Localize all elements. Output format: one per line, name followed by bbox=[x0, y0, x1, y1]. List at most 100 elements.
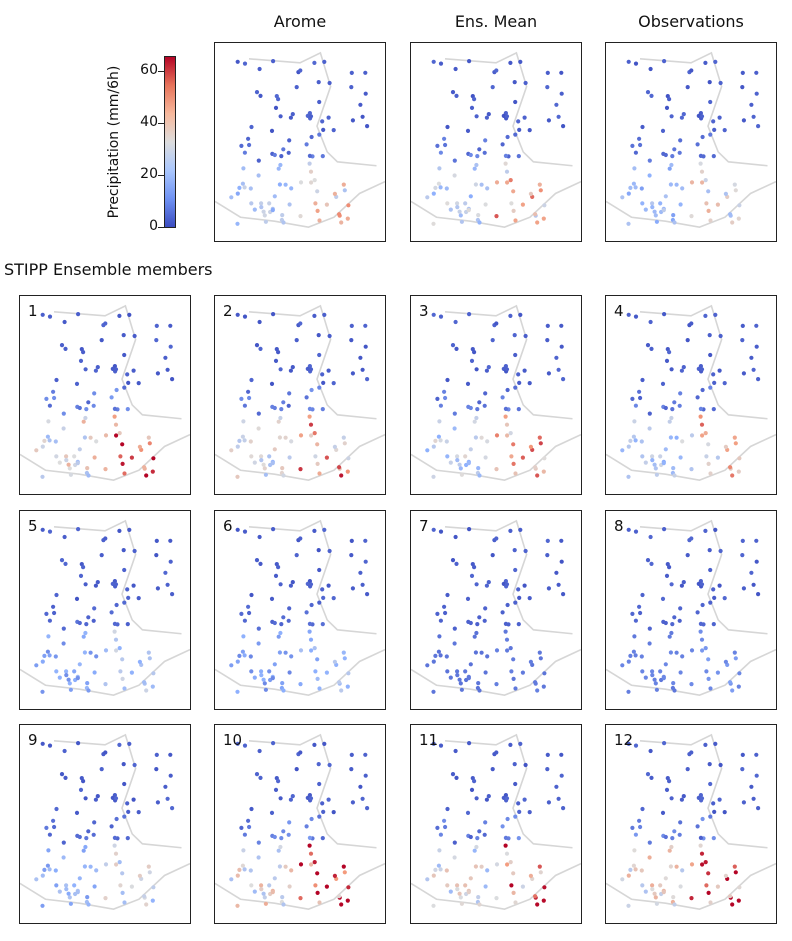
station-point bbox=[78, 358, 84, 363]
station-point bbox=[51, 389, 56, 394]
station-point bbox=[477, 473, 482, 478]
station-point bbox=[438, 61, 444, 66]
station-point bbox=[54, 669, 59, 674]
station-point bbox=[349, 85, 354, 90]
station-point bbox=[494, 433, 500, 438]
station-map bbox=[606, 733, 776, 910]
station-point bbox=[229, 877, 234, 882]
station-point bbox=[645, 772, 651, 777]
station-point bbox=[538, 870, 543, 875]
station-point bbox=[545, 70, 550, 75]
station-point bbox=[479, 864, 484, 869]
station-point bbox=[754, 323, 759, 328]
station-point bbox=[466, 890, 471, 895]
station-point bbox=[286, 618, 291, 623]
station-point bbox=[500, 142, 505, 147]
station-point bbox=[150, 469, 155, 474]
station-point bbox=[633, 653, 638, 658]
station-point bbox=[313, 669, 318, 674]
station-point bbox=[518, 59, 523, 64]
station-point bbox=[541, 469, 546, 474]
station-point bbox=[350, 118, 355, 123]
station-point bbox=[339, 473, 344, 478]
station-point bbox=[662, 312, 667, 317]
station-point bbox=[450, 772, 456, 777]
station-point bbox=[74, 381, 80, 386]
station-point bbox=[699, 637, 705, 642]
station-point bbox=[695, 824, 700, 829]
station-point bbox=[431, 59, 436, 64]
station-point bbox=[630, 611, 635, 616]
station-point bbox=[309, 648, 314, 653]
station-point bbox=[349, 338, 354, 343]
station-point bbox=[647, 173, 652, 178]
station-point bbox=[458, 213, 463, 218]
station-point bbox=[431, 659, 436, 664]
station-point bbox=[109, 824, 114, 829]
station-point bbox=[72, 883, 77, 888]
station-point bbox=[699, 582, 705, 587]
station-point bbox=[669, 367, 674, 372]
station-point bbox=[262, 466, 267, 471]
station-point bbox=[482, 832, 487, 837]
country-border bbox=[215, 519, 385, 696]
station-point bbox=[452, 173, 457, 178]
station-point bbox=[103, 433, 109, 438]
station-point bbox=[513, 567, 518, 573]
station-point bbox=[522, 583, 527, 588]
station-point bbox=[165, 796, 170, 801]
station-point bbox=[728, 680, 733, 685]
station-point bbox=[360, 367, 365, 372]
member-panel-7: 7 bbox=[410, 510, 582, 710]
station-point bbox=[754, 559, 759, 564]
station-point bbox=[271, 312, 276, 317]
station-point bbox=[707, 762, 712, 767]
station-point bbox=[479, 435, 484, 440]
station-point bbox=[708, 567, 713, 573]
station-map bbox=[606, 519, 776, 696]
station-point bbox=[262, 895, 267, 900]
station-point bbox=[76, 527, 81, 532]
station-point bbox=[715, 670, 720, 675]
station-point bbox=[556, 114, 561, 119]
station-point bbox=[346, 885, 351, 890]
station-point bbox=[754, 773, 759, 778]
station-point bbox=[626, 444, 631, 449]
station-point bbox=[313, 201, 318, 206]
station-point bbox=[320, 119, 325, 124]
station-point bbox=[437, 166, 442, 171]
station-point bbox=[287, 202, 292, 207]
station-point bbox=[463, 883, 468, 888]
station-point bbox=[685, 85, 690, 90]
station-point bbox=[315, 208, 320, 213]
station-point bbox=[47, 438, 52, 443]
station-point bbox=[279, 407, 284, 412]
station-point bbox=[639, 868, 644, 873]
station-point bbox=[83, 582, 88, 587]
station-point bbox=[733, 188, 738, 193]
station-point bbox=[678, 884, 683, 889]
station-point bbox=[546, 371, 551, 376]
station-point bbox=[93, 583, 98, 588]
station-point bbox=[122, 814, 127, 819]
station-point bbox=[34, 663, 39, 668]
station-point bbox=[259, 883, 264, 888]
station-point bbox=[317, 385, 322, 390]
station-point bbox=[307, 835, 312, 840]
station-point bbox=[663, 662, 668, 667]
station-point bbox=[51, 604, 56, 609]
station-map bbox=[411, 51, 581, 228]
station-point bbox=[263, 687, 268, 692]
station-point bbox=[437, 634, 442, 639]
station-point bbox=[242, 529, 248, 534]
station-point bbox=[633, 867, 638, 872]
station-point bbox=[61, 641, 66, 646]
station-point bbox=[559, 70, 564, 75]
station-point bbox=[669, 844, 674, 850]
station-point bbox=[703, 528, 708, 533]
station-point bbox=[632, 166, 637, 171]
station-point bbox=[287, 820, 292, 825]
station-point bbox=[83, 844, 88, 850]
station-point bbox=[229, 663, 234, 668]
station-point bbox=[363, 323, 368, 328]
